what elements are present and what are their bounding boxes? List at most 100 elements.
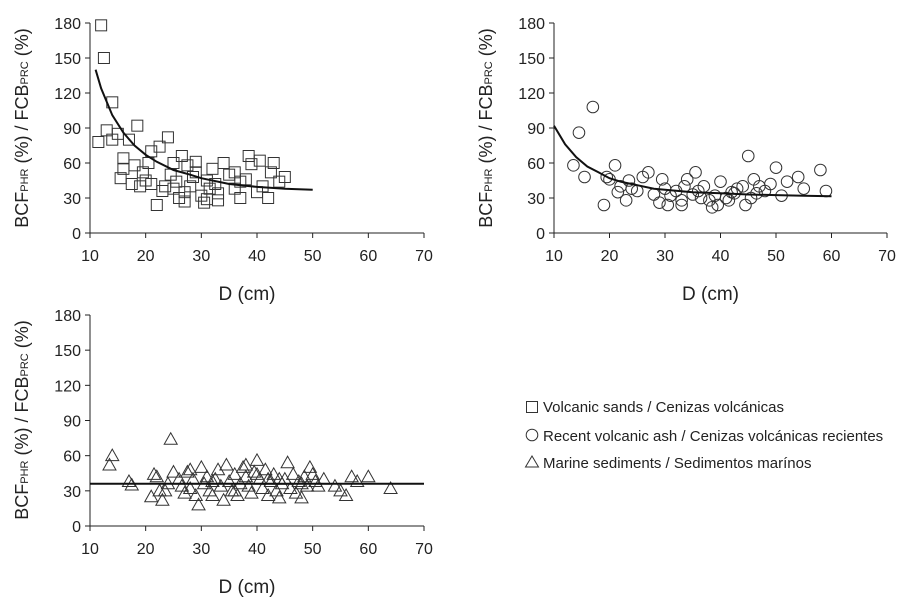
data-point-triangle xyxy=(249,466,265,480)
data-point-triangle xyxy=(177,485,192,499)
legend-marker-triangle xyxy=(524,455,540,468)
data-point-circle xyxy=(791,170,805,184)
data-point-triangle xyxy=(227,466,243,480)
data-point-circle xyxy=(661,198,675,212)
x-tick-label: 20 xyxy=(137,248,155,265)
data-point-circle xyxy=(689,166,702,179)
data-point-triangle xyxy=(152,483,167,497)
data-point-circle xyxy=(819,184,833,198)
legend-marker-circle xyxy=(525,428,539,442)
y-tick-label: 180 xyxy=(518,16,545,33)
y-tick-label: 30 xyxy=(63,191,81,208)
x-tick-label: 70 xyxy=(878,248,896,265)
legend-marker-square xyxy=(526,401,538,413)
data-point-square xyxy=(117,152,130,165)
data-point-circle xyxy=(600,170,614,184)
data-point-circle xyxy=(608,159,622,172)
y-tick-label: 60 xyxy=(63,156,81,173)
x-axis-label: D (cm) xyxy=(682,284,739,305)
data-point-triangle xyxy=(221,473,237,487)
x-tick-label: 40 xyxy=(248,248,266,265)
data-point-square xyxy=(264,166,277,179)
x-tick-label: 60 xyxy=(359,541,377,558)
x-tick-label: 10 xyxy=(81,541,99,558)
data-point-triangle xyxy=(383,480,398,494)
data-point-circle xyxy=(625,182,639,195)
data-point-square xyxy=(161,131,174,144)
data-point-square xyxy=(209,178,222,190)
data-point-square xyxy=(95,19,108,32)
data-point-square xyxy=(234,175,247,188)
y-axis-label: BCFPHR (%) / FCBPRC (%) xyxy=(476,28,496,227)
data-point-circle xyxy=(739,198,752,212)
data-point-circle xyxy=(567,159,580,172)
x-tick-label: 30 xyxy=(192,248,210,265)
y-tick-label: 30 xyxy=(63,484,81,501)
y-tick-label: 60 xyxy=(527,156,545,173)
y-tick-label: 120 xyxy=(518,86,545,103)
data-point-triangle xyxy=(291,473,307,487)
y-tick-label: 0 xyxy=(536,226,545,243)
data-point-square xyxy=(150,199,163,211)
data-point-triangle xyxy=(213,478,229,492)
y-axis-label: BCFPHR (%) / FCBPRC (%) xyxy=(12,320,32,519)
data-point-square xyxy=(159,180,172,193)
fit-curve xyxy=(94,69,313,191)
data-point-triangle xyxy=(285,466,301,480)
data-point-square xyxy=(178,195,191,208)
y-tick-label: 0 xyxy=(72,519,81,536)
data-point-triangle xyxy=(193,459,209,473)
y-tick-label: 120 xyxy=(54,86,81,103)
data-point-triangle xyxy=(238,457,254,471)
legend-label-recent-volcanic-ash: Recent volcanic ash / Cenizas volcánicas… xyxy=(543,428,883,445)
data-point-triangle xyxy=(121,473,137,487)
data-point-circle xyxy=(586,100,600,114)
data-point-triangle xyxy=(266,466,282,480)
data-point-triangle xyxy=(227,483,243,497)
x-tick-label: 10 xyxy=(81,248,99,265)
data-point-triangle xyxy=(191,497,206,511)
data-point-square xyxy=(167,182,180,195)
data-point-triangle xyxy=(344,469,359,483)
data-point-square xyxy=(97,52,110,64)
data-point-square xyxy=(145,178,158,190)
data-point-triangle xyxy=(205,488,220,502)
data-point-square xyxy=(234,192,247,204)
data-point-circle xyxy=(578,170,591,184)
data-point-triangle xyxy=(280,455,295,469)
data-point-circle xyxy=(750,187,763,200)
y-tick-label: 150 xyxy=(54,343,81,360)
data-point-circle xyxy=(714,175,727,188)
data-point-circle xyxy=(572,126,586,139)
data-point-triangle xyxy=(180,464,195,478)
data-point-square xyxy=(253,154,266,167)
data-point-triangle xyxy=(216,492,231,506)
data-point-square xyxy=(242,150,255,162)
data-point-triangle xyxy=(188,488,204,502)
y-tick-label: 120 xyxy=(54,378,81,395)
data-point-circle xyxy=(642,166,655,179)
data-point-triangle xyxy=(260,488,276,502)
data-point-triangle xyxy=(294,490,309,504)
data-point-triangle xyxy=(244,485,259,499)
data-point-triangle xyxy=(257,462,273,476)
data-point-circle xyxy=(797,182,811,195)
x-tick-label: 60 xyxy=(823,248,841,265)
data-point-square xyxy=(189,166,202,179)
data-point-square xyxy=(212,194,225,207)
data-point-square xyxy=(92,136,105,148)
x-tick-label: 70 xyxy=(415,248,433,265)
chart-legend: Volcanic sands / Cenizas volcánicas Rece… xyxy=(524,399,883,472)
data-point-circle xyxy=(675,194,688,207)
y-tick-label: 60 xyxy=(63,449,81,466)
data-point-square xyxy=(262,192,275,204)
data-point-circle xyxy=(647,188,661,201)
data-point-triangle xyxy=(155,492,170,506)
data-point-circle xyxy=(680,173,694,186)
y-tick-label: 180 xyxy=(54,16,81,33)
chart-panel-volcanic-sands: 0 30 60 90 120 150 180 10 20 30 40 50 60 70 D (cm) BCFP… xyxy=(12,16,433,305)
data-point-triangle xyxy=(333,483,348,497)
data-point-square xyxy=(153,140,166,153)
data-point-circle xyxy=(736,180,750,193)
